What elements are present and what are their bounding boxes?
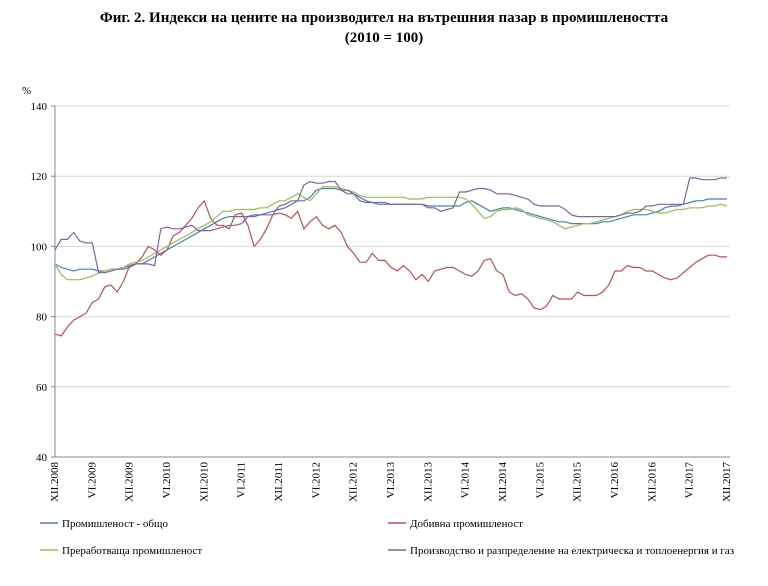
y-tick-label: 120 xyxy=(31,171,48,183)
x-tick-label: VI.2015 xyxy=(534,462,546,499)
line xyxy=(54,177,727,274)
x-tick-label: VI.2009 xyxy=(86,462,98,499)
x-tick-label: XII.2017 xyxy=(721,462,733,503)
x-tick-label: XII.2008 xyxy=(49,462,61,503)
line xyxy=(54,199,727,337)
y-tick-label: 140 xyxy=(31,101,48,113)
y-tick-label: 100 xyxy=(31,241,48,253)
y-axis-label: % xyxy=(22,85,31,97)
x-tick-label: XII.2015 xyxy=(572,462,584,503)
y-tick-label: 40 xyxy=(36,452,48,464)
legend-label: Производство и разпределение на електрич… xyxy=(410,545,734,557)
x-tick-label: XII.2014 xyxy=(497,462,509,503)
legend-label: Преработваща промишленост xyxy=(62,545,202,557)
x-tick-label: VI.2010 xyxy=(161,462,173,499)
x-tick-label: XII.2013 xyxy=(422,462,434,503)
x-tick-label: VI.2013 xyxy=(385,462,397,499)
x-tick-label: XII.2010 xyxy=(198,462,210,503)
chart-subtitle: (2010 = 100) xyxy=(345,30,424,46)
x-tick-label: XII.2012 xyxy=(348,462,360,502)
x-tick-label: VI.2017 xyxy=(684,462,696,499)
legend-label: Добивна промишленост xyxy=(410,518,523,530)
x-tick-label: XII.2009 xyxy=(124,462,136,503)
x-tick-label: XII.2016 xyxy=(646,462,658,503)
chart-title: Фиг. 2. Индекси на цените на производите… xyxy=(100,10,669,26)
x-tick-label: VI.2016 xyxy=(609,462,621,499)
x-tick-label: VI.2012 xyxy=(310,462,322,498)
x-tick-label: XII.2011 xyxy=(273,462,285,502)
y-tick-label: 80 xyxy=(36,312,48,324)
y-tick-label: 60 xyxy=(36,382,48,394)
legend-label: Промишленост - общо xyxy=(62,518,169,530)
x-tick-label: VI.2011 xyxy=(236,462,248,498)
line xyxy=(54,186,728,281)
x-tick-label: VI.2014 xyxy=(460,462,472,499)
